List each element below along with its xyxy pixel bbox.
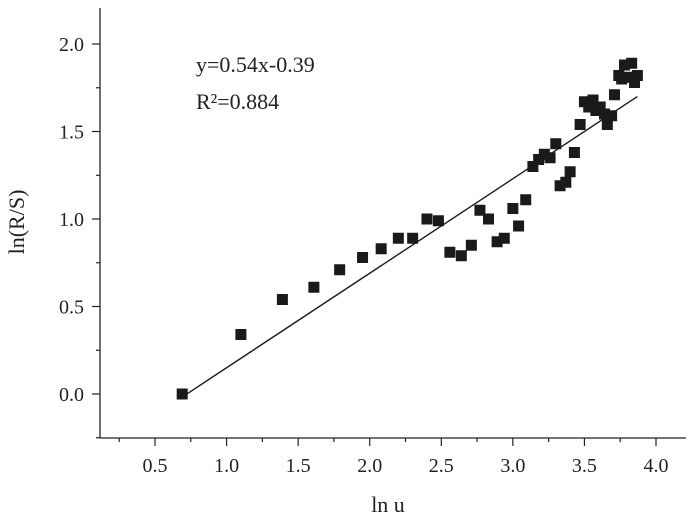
data-point-14 xyxy=(474,204,486,216)
data-point-2 xyxy=(276,294,288,305)
data-point-16 xyxy=(491,236,503,248)
x-tick-label-0: 0.5 xyxy=(143,455,168,477)
y-tick-label-0: 0.0 xyxy=(59,384,84,406)
data-point-27 xyxy=(560,176,572,188)
x-tick-label-3: 2.0 xyxy=(357,455,382,477)
data-point-3 xyxy=(308,281,320,293)
data-points xyxy=(176,57,643,400)
data-point-41 xyxy=(616,73,628,85)
data-point-32 xyxy=(583,101,595,113)
data-point-42 xyxy=(619,59,631,71)
data-point-46 xyxy=(631,70,643,81)
data-point-15 xyxy=(483,213,495,225)
x-tick-label-4: 2.5 xyxy=(429,455,454,477)
y-axis-title: ln(R/S) xyxy=(4,190,29,255)
r-squared-label: R²=0.884 xyxy=(196,89,279,114)
data-point-25 xyxy=(550,138,562,150)
data-point-28 xyxy=(564,166,576,178)
fit-line-group xyxy=(181,95,638,398)
data-point-8 xyxy=(407,232,419,244)
x-tick-label-7: 4.0 xyxy=(644,455,669,477)
data-point-10 xyxy=(432,215,444,227)
data-point-9 xyxy=(421,213,433,225)
data-point-20 xyxy=(520,194,532,206)
data-point-44 xyxy=(626,57,638,69)
data-point-23 xyxy=(538,148,550,160)
data-point-19 xyxy=(513,220,525,232)
data-point-26 xyxy=(554,180,566,192)
regression-line xyxy=(181,95,638,398)
x-tick-label-1: 1.0 xyxy=(214,455,239,477)
data-point-30 xyxy=(574,119,586,130)
data-point-21 xyxy=(527,161,539,172)
data-point-45 xyxy=(629,77,641,88)
data-point-43 xyxy=(623,71,635,83)
y-tick-label-3: 1.5 xyxy=(59,122,84,144)
x-tick-label-5: 3.0 xyxy=(500,455,525,477)
data-point-22 xyxy=(533,154,545,165)
data-point-38 xyxy=(606,110,618,122)
data-point-11 xyxy=(444,246,456,258)
data-point-1 xyxy=(235,329,247,340)
x-axis-title: ln u xyxy=(371,492,405,517)
data-point-33 xyxy=(587,94,599,106)
data-point-0 xyxy=(176,388,188,400)
y-tick-label-1: 0.5 xyxy=(59,297,84,319)
data-point-17 xyxy=(498,232,510,244)
x-ticks: 0.5 1.0 1.5 2.0 2.5 3.0 3.5 4.0 xyxy=(118,438,669,477)
data-point-12 xyxy=(455,250,467,262)
data-point-13 xyxy=(465,239,477,251)
axes xyxy=(99,8,686,439)
data-point-39 xyxy=(608,89,620,101)
data-point-24 xyxy=(544,152,556,164)
x-tick-label-2: 1.5 xyxy=(286,455,311,477)
data-point-18 xyxy=(507,203,519,214)
data-point-6 xyxy=(375,243,387,255)
data-point-36 xyxy=(598,108,610,120)
data-point-35 xyxy=(594,101,606,113)
data-point-4 xyxy=(334,264,346,276)
y-tick-label-2: 1.0 xyxy=(59,209,84,231)
y-tick-label-4: 2.0 xyxy=(59,34,84,56)
data-point-7 xyxy=(392,232,404,244)
data-point-29 xyxy=(568,147,580,158)
x-tick-label-6: 3.5 xyxy=(572,455,597,477)
y-ticks: 0.0 0.5 1.0 1.5 2.0 xyxy=(59,34,100,439)
data-point-5 xyxy=(357,252,369,263)
data-point-37 xyxy=(601,119,613,130)
regression-equation: y=0.54x-0.39 xyxy=(196,52,315,77)
